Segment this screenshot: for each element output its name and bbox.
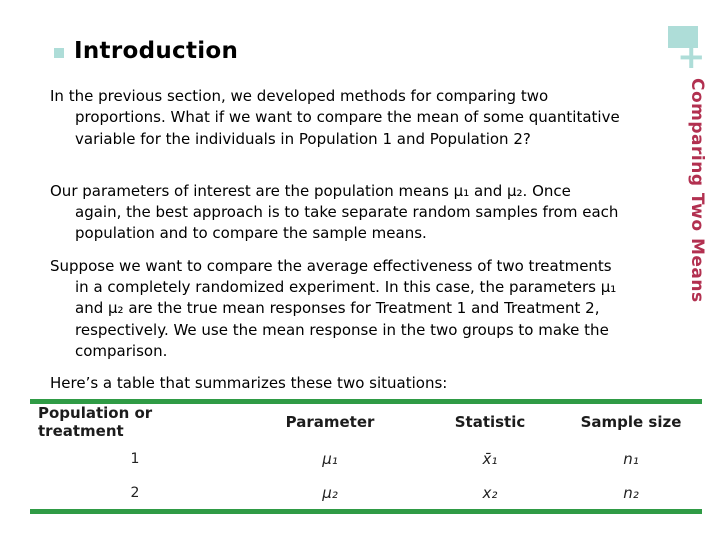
paragraph-table-intro: Here’s a table that summarizes these two… (50, 374, 448, 393)
page-title: Introduction (74, 38, 239, 64)
body-text: In the previous section, we developed me… (50, 86, 675, 406)
chapter-vertical-label: Comparing Two Means (687, 78, 707, 303)
cell-sample-size-n1: n₁ (623, 449, 639, 468)
cell-sample-size-n2: n₂ (623, 484, 639, 502)
slide-title-row: Introduction (54, 38, 238, 64)
paragraph-treatments: Suppose we want to compare the average e… (50, 256, 617, 360)
table-row: 2 μ₂ x₂ n₂ (30, 477, 702, 509)
paragraph-previous-section: In the previous section, we developed me… (50, 87, 620, 148)
column-header-population-or-treatment: Population or treatment (38, 404, 153, 440)
cell-statistic-xbar1: x̄₁ (482, 449, 498, 468)
summary-table: Population or treatment Parameter Statis… (30, 399, 702, 514)
plus-icon: + (677, 37, 706, 77)
cell-parameter-mu2: μ₂ (322, 484, 338, 502)
paragraph-parameters-of-interest: Our parameters of interest are the popul… (50, 181, 619, 243)
column-header-statistic: Statistic (454, 413, 526, 431)
cell-statistic-x2: x₂ (482, 484, 498, 502)
column-header-parameter: Parameter (285, 413, 375, 431)
column-header-sample-size: Sample size (580, 413, 682, 431)
cell-population-1: 1 (130, 450, 140, 467)
corner-rectangle-decoration (668, 26, 698, 48)
table-header-row: Population or treatment Parameter Statis… (30, 404, 702, 440)
cell-parameter-mu1: μ₁ (322, 449, 338, 468)
cell-population-2: 2 (130, 485, 140, 501)
square-bullet-icon (54, 47, 64, 58)
table-row: 1 μ₁ x̄₁ n₁ (30, 440, 702, 477)
